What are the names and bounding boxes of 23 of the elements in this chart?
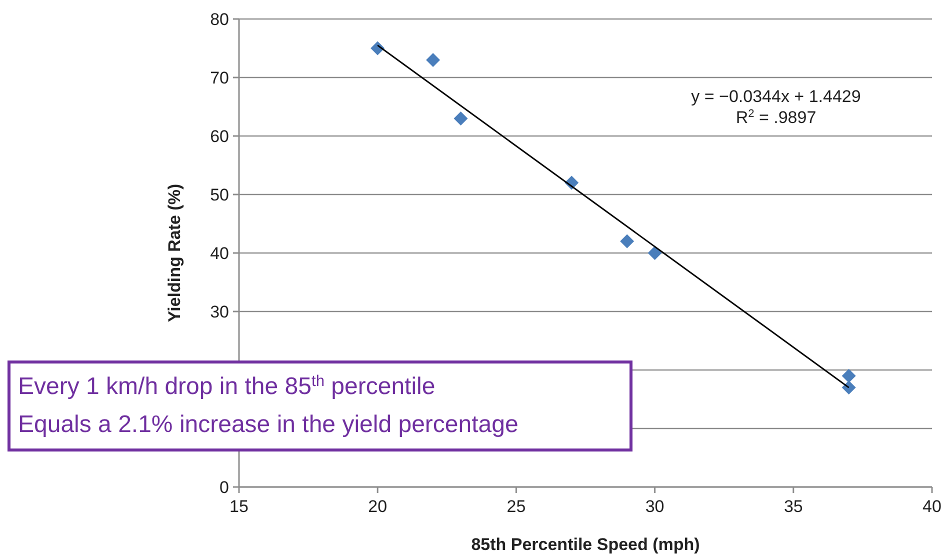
- y-tick-label: 70: [210, 68, 229, 88]
- y-tick-label: 0: [220, 478, 229, 497]
- y-tick-label: 60: [210, 126, 229, 146]
- x-tick-label: 40: [922, 497, 942, 516]
- y-tick-label: 50: [210, 185, 229, 204]
- annotation: y = −0.0344x + 1.4429 R$^{2}$ = .9897: [691, 87, 861, 127]
- y-tick-label: 80: [210, 10, 229, 29]
- point: [454, 111, 468, 126]
- y-tick-label: 40: [210, 244, 229, 263]
- point: [842, 368, 856, 383]
- y-tick-label: 30: [210, 302, 229, 322]
- point: [648, 246, 662, 260]
- annotation: Every 1 km/h drop in the 85$^{th}$ percentile Equals a 2.1% increase in the yield percentage: [18, 372, 518, 438]
- x-tick-label: 30: [645, 497, 664, 516]
- x-tick-label: 35: [784, 497, 803, 516]
- x-tick-label: 15: [230, 497, 248, 516]
- x-tick-label: 25: [506, 497, 526, 516]
- point: [620, 234, 634, 248]
- y-axis-title: Yielding Rate (%): [165, 184, 184, 322]
- point: [426, 52, 440, 67]
- x-tick-label: 20: [368, 497, 388, 516]
- x-axis-title: 85th Percentile Speed (mph): [471, 535, 700, 554]
- point: [842, 380, 856, 395]
